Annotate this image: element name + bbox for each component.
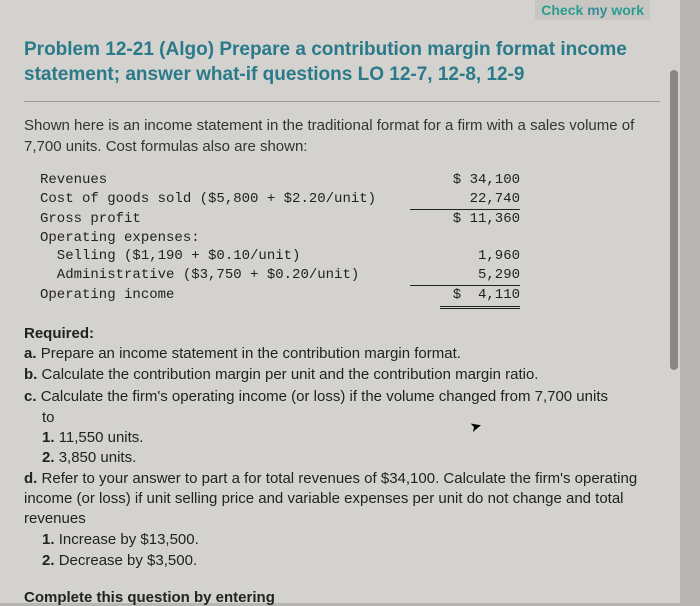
row-label: Cost of goods sold ($5,800 + $2.20/unit)	[40, 190, 410, 210]
row-label: Selling ($1,190 + $0.10/unit)	[40, 247, 410, 266]
intro-text: Shown here is an income statement in the…	[24, 116, 660, 157]
row-label: Operating income	[40, 286, 410, 309]
req-c2-text: 3,850 units.	[59, 449, 137, 466]
problem-title: Problem 12-21 (Algo) Prepare a contribut…	[24, 38, 660, 87]
list-item: 1. 11,550 units.	[42, 428, 660, 448]
list-item: b. Calculate the contribution margin per…	[24, 365, 660, 385]
page-container: Check my work Problem 12-21 (Algo) Prepa…	[0, 0, 680, 603]
list-item: 2. 3,850 units.	[42, 448, 660, 468]
list-item: c. Calculate the firm's operating income…	[24, 387, 660, 407]
table-row: Gross profit $ 11,360	[40, 210, 660, 229]
list-item: 1. Increase by $13,500.	[42, 530, 660, 550]
income-statement-table: Revenues $ 34,100 Cost of goods sold ($5…	[40, 171, 660, 309]
list-item: d. Refer to your answer to part a for to…	[24, 469, 660, 530]
table-row: Revenues $ 34,100	[40, 171, 660, 190]
table-row: Operating income $ 4,110	[40, 286, 660, 309]
row-value: 5,290	[410, 266, 520, 286]
row-value: 1,960	[410, 247, 520, 266]
table-row: Cost of goods sold ($5,800 + $2.20/unit)…	[40, 190, 660, 210]
req-d2-text: Decrease by $3,500.	[59, 552, 197, 569]
row-value	[410, 229, 520, 248]
req-a-text: Prepare an income statement in the contr…	[41, 345, 461, 362]
required-list: a. Prepare an income statement in the co…	[24, 344, 660, 571]
required-heading: Required:	[24, 325, 660, 342]
row-label: Operating expenses:	[40, 229, 410, 248]
row-value: 22,740	[410, 190, 520, 210]
complete-text: Complete this question by entering	[24, 589, 660, 606]
work-label: work	[611, 2, 644, 18]
req-c-to: to	[42, 408, 660, 428]
list-item: a. Prepare an income statement in the co…	[24, 344, 660, 364]
req-d1-text: Increase by $13,500.	[59, 531, 199, 548]
table-row: Selling ($1,190 + $0.10/unit) 1,960	[40, 247, 660, 266]
check-label: Check	[541, 2, 583, 18]
row-label: Gross profit	[40, 210, 410, 229]
row-value: $ 4,110	[410, 286, 520, 309]
row-label: Revenues	[40, 171, 410, 190]
req-d-text: Refer to your answer to part a for total…	[24, 470, 637, 528]
req-c1-text: 11,550 units.	[59, 429, 144, 446]
check-my-work-button[interactable]: Check my work	[535, 0, 650, 20]
my-label: my	[587, 2, 607, 18]
divider	[24, 101, 660, 102]
req-b-text: Calculate the contribution margin per un…	[42, 366, 539, 383]
table-row: Administrative ($3,750 + $0.20/unit) 5,2…	[40, 266, 660, 286]
scrollbar-thumb[interactable]	[670, 70, 678, 370]
list-item: 2. Decrease by $3,500.	[42, 551, 660, 571]
req-c-text: Calculate the firm's operating income (o…	[41, 388, 608, 405]
row-label: Administrative ($3,750 + $0.20/unit)	[40, 266, 410, 286]
table-row: Operating expenses:	[40, 229, 660, 248]
row-value: $ 11,360	[410, 210, 520, 229]
row-value: $ 34,100	[410, 171, 520, 190]
